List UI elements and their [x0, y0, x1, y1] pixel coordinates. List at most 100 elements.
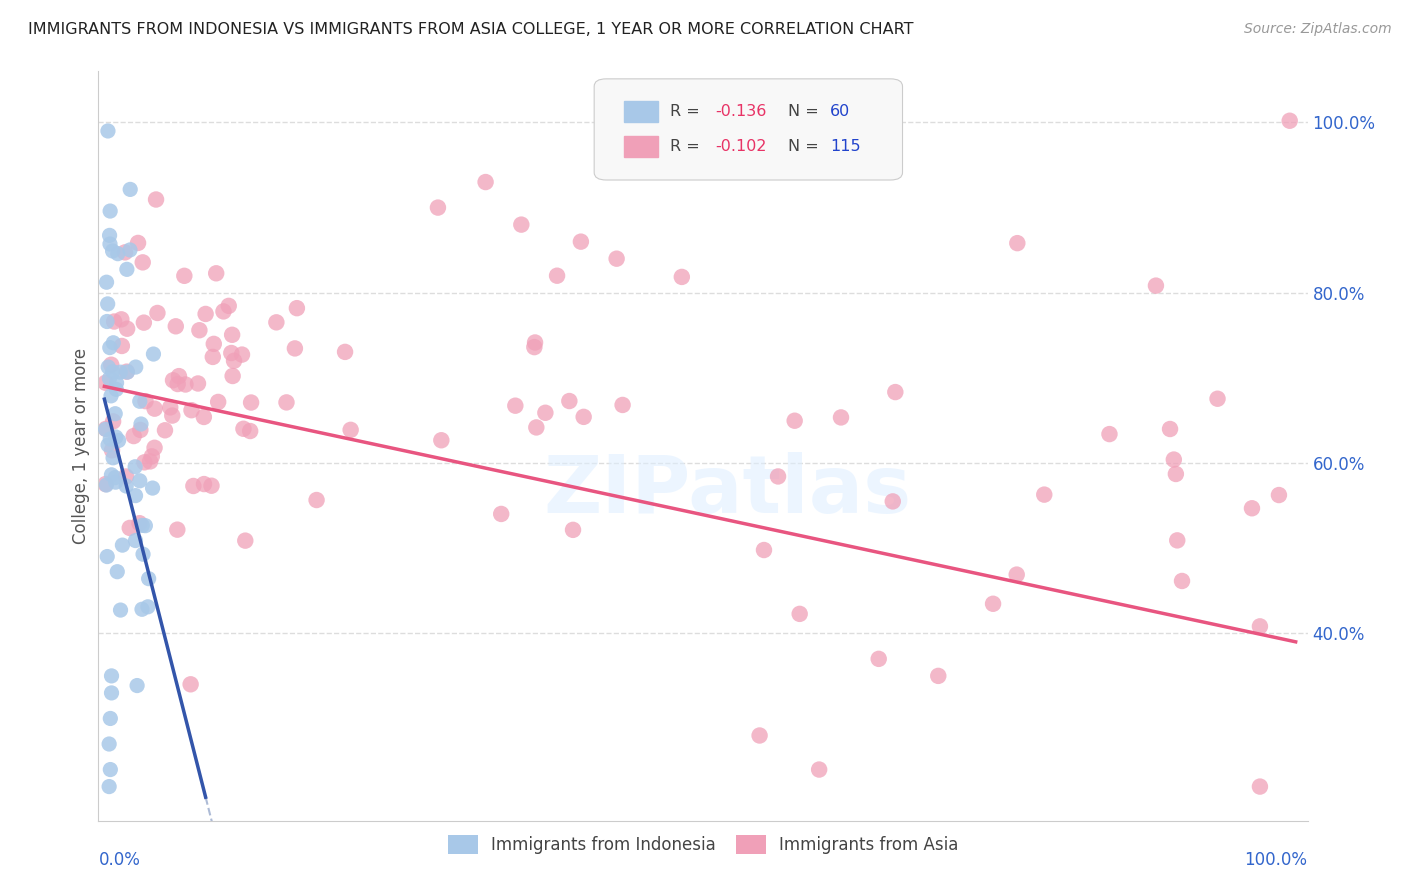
Text: 100.0%: 100.0%	[1244, 851, 1308, 869]
Point	[117, 365, 139, 379]
Point	[101, 414, 124, 428]
Point	[1278, 113, 1301, 128]
Point	[103, 314, 125, 328]
Point	[96, 314, 118, 328]
Point	[97, 360, 120, 375]
Text: 0.0%: 0.0%	[98, 851, 141, 869]
Point	[115, 479, 138, 493]
Point	[339, 423, 361, 437]
Point	[1206, 392, 1229, 406]
Point	[193, 409, 215, 424]
Point	[534, 406, 557, 420]
Point	[143, 441, 166, 455]
Point	[562, 523, 585, 537]
Bar	[624, 101, 658, 121]
Point	[104, 470, 127, 484]
Point	[671, 269, 693, 284]
Point	[505, 399, 527, 413]
Point	[783, 414, 806, 428]
Point	[752, 543, 775, 558]
Point	[1249, 780, 1271, 794]
Point	[748, 729, 770, 743]
Point	[124, 459, 146, 474]
Point	[125, 359, 148, 374]
Point	[100, 467, 122, 482]
Text: 115: 115	[830, 139, 860, 153]
Bar	[624, 136, 658, 157]
Point	[98, 432, 121, 446]
Point	[808, 763, 831, 777]
Point	[142, 481, 165, 495]
Point	[524, 335, 547, 350]
Point	[100, 358, 122, 372]
Point	[139, 454, 162, 468]
Point	[166, 377, 188, 392]
Point	[233, 533, 256, 548]
Point	[94, 477, 117, 491]
Text: 60: 60	[830, 103, 851, 119]
Point	[124, 533, 146, 548]
Point	[231, 348, 253, 362]
Point	[127, 679, 149, 693]
Text: N =: N =	[787, 139, 824, 153]
Point	[1268, 488, 1291, 502]
Point	[115, 469, 138, 483]
Text: IMMIGRANTS FROM INDONESIA VS IMMIGRANTS FROM ASIA COLLEGE, 1 YEAR OR MORE CORREL: IMMIGRANTS FROM INDONESIA VS IMMIGRANTS …	[28, 22, 914, 37]
Text: ZIPatlas: ZIPatlas	[543, 452, 911, 530]
Point	[98, 763, 121, 777]
Text: -0.102: -0.102	[716, 139, 766, 153]
Point	[232, 422, 254, 436]
Point	[118, 243, 141, 257]
Point	[129, 423, 152, 437]
Point	[97, 297, 120, 311]
Point	[100, 389, 122, 403]
Text: N =: N =	[787, 103, 824, 119]
Point	[180, 677, 202, 691]
Point	[153, 423, 176, 437]
Point	[240, 395, 263, 409]
Point	[96, 478, 118, 492]
Point	[141, 450, 163, 464]
Point	[188, 323, 211, 337]
Point	[159, 401, 181, 415]
Point	[105, 376, 128, 390]
Point	[107, 434, 129, 448]
Y-axis label: College, 1 year or more: College, 1 year or more	[72, 348, 90, 544]
Point	[183, 479, 205, 493]
Point	[524, 420, 547, 434]
Point	[165, 319, 187, 334]
Point	[276, 395, 298, 409]
Point	[426, 201, 449, 215]
Point	[222, 353, 245, 368]
Point	[122, 429, 145, 443]
Point	[132, 255, 155, 269]
Point	[212, 304, 235, 318]
Text: Source: ZipAtlas.com: Source: ZipAtlas.com	[1244, 22, 1392, 37]
Point	[111, 538, 134, 552]
Point	[1144, 278, 1167, 293]
Point	[143, 401, 166, 416]
Point	[132, 316, 155, 330]
Point	[134, 394, 156, 409]
Point	[94, 422, 117, 436]
Point	[202, 337, 225, 351]
Point	[110, 603, 132, 617]
Point	[510, 218, 533, 232]
Point	[1098, 427, 1121, 442]
Point	[138, 572, 160, 586]
Point	[115, 322, 138, 336]
Point	[1159, 422, 1181, 436]
Point	[162, 373, 184, 387]
Point	[98, 237, 121, 252]
Point	[105, 382, 128, 396]
Point	[162, 409, 184, 423]
Point	[474, 175, 496, 189]
Point	[96, 549, 118, 564]
Point	[1005, 567, 1028, 582]
Point	[118, 521, 141, 535]
Point	[94, 422, 117, 436]
Point	[115, 365, 138, 379]
Point	[114, 245, 136, 260]
Point	[98, 737, 121, 751]
Point	[221, 327, 243, 342]
